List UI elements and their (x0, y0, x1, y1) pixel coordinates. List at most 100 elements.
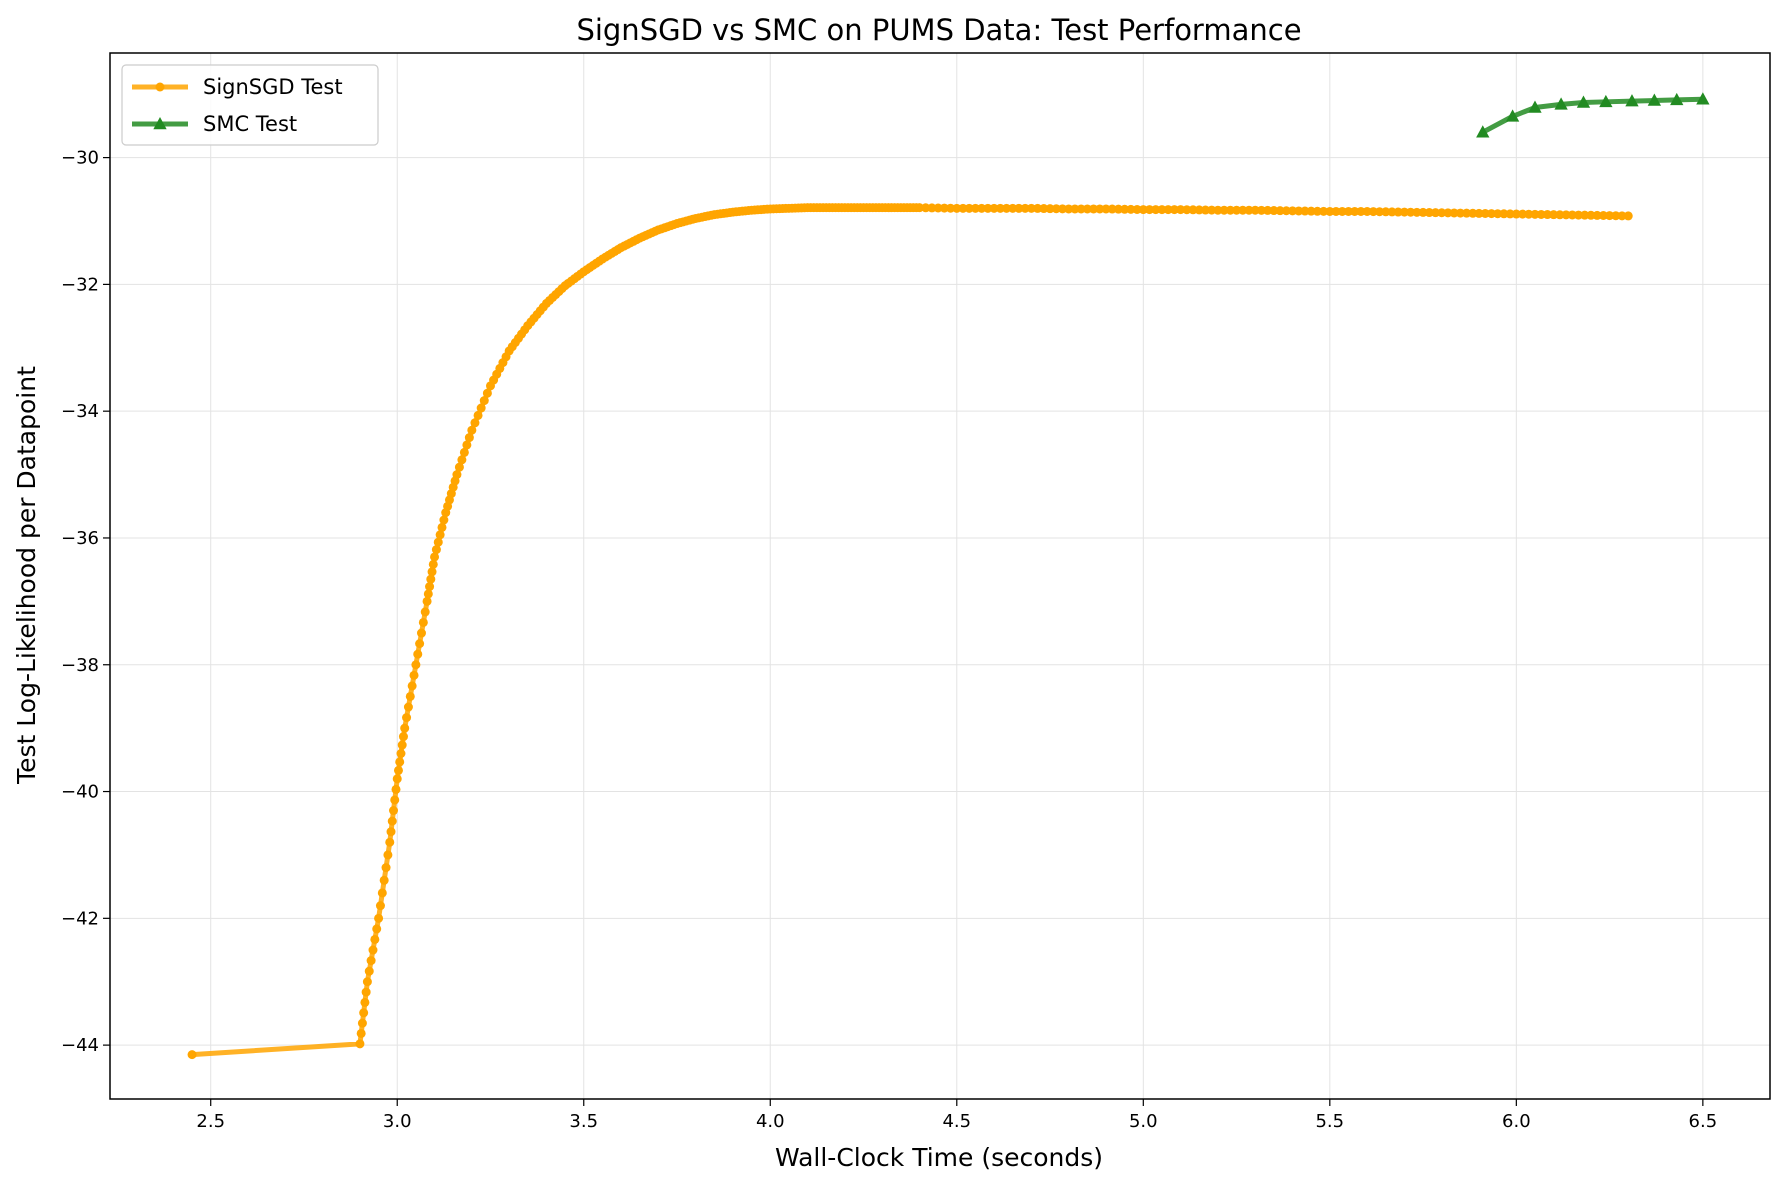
data-point (1250, 205, 1260, 215)
data-point (395, 757, 405, 767)
data-point (379, 875, 389, 885)
data-point (1350, 206, 1360, 216)
data-point (1528, 100, 1542, 113)
data-point (476, 403, 486, 413)
data-point (374, 913, 384, 923)
data-point (1157, 205, 1167, 215)
data-point (411, 660, 421, 670)
legend-label: SMC Test (203, 112, 297, 136)
data-point (470, 418, 480, 428)
data-point (1555, 210, 1565, 220)
data-point (1076, 204, 1086, 214)
data-point (370, 934, 380, 944)
data-point (1381, 207, 1391, 217)
data-point (1580, 210, 1590, 220)
data-point (1145, 205, 1155, 215)
data-point (381, 863, 391, 873)
data-point (377, 888, 387, 898)
data-point (464, 433, 474, 443)
data-point (386, 827, 396, 837)
x-axis-label: Wall-Clock Time (seconds) (775, 1143, 1103, 1172)
data-point (989, 203, 999, 213)
data-point (356, 1028, 366, 1038)
data-point (375, 901, 385, 911)
data-point (420, 607, 430, 617)
data-point (1623, 211, 1633, 221)
data-point (479, 396, 489, 406)
data-point (1002, 203, 1012, 213)
data-point (433, 537, 443, 547)
data-point (402, 713, 412, 723)
data-point (1232, 205, 1242, 215)
y-tick-label: −30 (61, 148, 99, 169)
data-point (983, 203, 993, 213)
data-point (416, 628, 426, 638)
legend: SignSGD Test SMC Test (121, 64, 379, 146)
data-point (1113, 204, 1123, 214)
data-point (427, 567, 437, 577)
data-point (1576, 95, 1591, 108)
data-point (1057, 204, 1067, 214)
data-point (1431, 208, 1441, 218)
data-point (1045, 204, 1055, 214)
data-point (392, 774, 402, 784)
data-point (1163, 205, 1173, 215)
data-point (372, 924, 382, 934)
data-point (1033, 203, 1043, 213)
data-point (403, 702, 413, 712)
data-point (1225, 205, 1235, 215)
data-point (1505, 109, 1520, 122)
data-point (1567, 210, 1577, 220)
series-signsgd-test (187, 203, 1633, 1060)
x-tick-label: 3.0 (383, 1111, 412, 1132)
data-point (1138, 205, 1148, 215)
x-tick-label: 4.0 (756, 1111, 785, 1132)
y-tick-label: −40 (61, 782, 99, 803)
data-point (1393, 207, 1403, 217)
data-point (1530, 209, 1540, 219)
data-point (1107, 204, 1117, 214)
x-tick-label: 4.5 (942, 1111, 971, 1132)
data-point (1375, 207, 1385, 217)
legend-label: SignSGD Test (203, 75, 343, 99)
data-point (400, 723, 410, 733)
data-point (970, 203, 980, 213)
data-point (1647, 93, 1662, 106)
data-point (1132, 204, 1142, 214)
data-point (430, 552, 440, 562)
data-point (355, 1039, 365, 1049)
data-point (1499, 209, 1509, 219)
data-point (1343, 206, 1353, 216)
data-point (407, 681, 417, 691)
data-point (1039, 204, 1049, 214)
series-layer (187, 92, 1710, 1060)
data-point (439, 515, 449, 525)
data-point (1561, 210, 1571, 220)
data-point (1008, 203, 1018, 213)
data-point (1362, 206, 1372, 216)
data-point (1368, 207, 1378, 217)
data-point (366, 956, 376, 966)
data-point (385, 837, 395, 847)
series-smc-test (1476, 92, 1710, 138)
data-point (1325, 206, 1335, 216)
data-point (360, 997, 370, 1007)
data-point (1437, 208, 1447, 218)
y-tick-label: −32 (61, 274, 99, 295)
data-point (431, 545, 441, 555)
data-point (364, 966, 374, 976)
data-point (1625, 94, 1639, 107)
data-point (1493, 209, 1503, 219)
data-point (1281, 206, 1291, 216)
data-point (1182, 205, 1192, 215)
data-point (1101, 204, 1111, 214)
grid-lines (110, 53, 1770, 1099)
data-point (413, 649, 423, 659)
data-point (1188, 205, 1198, 215)
data-point (1617, 211, 1627, 221)
y-tick-label: −34 (61, 401, 99, 422)
data-point (933, 203, 943, 213)
data-point (1549, 210, 1559, 220)
